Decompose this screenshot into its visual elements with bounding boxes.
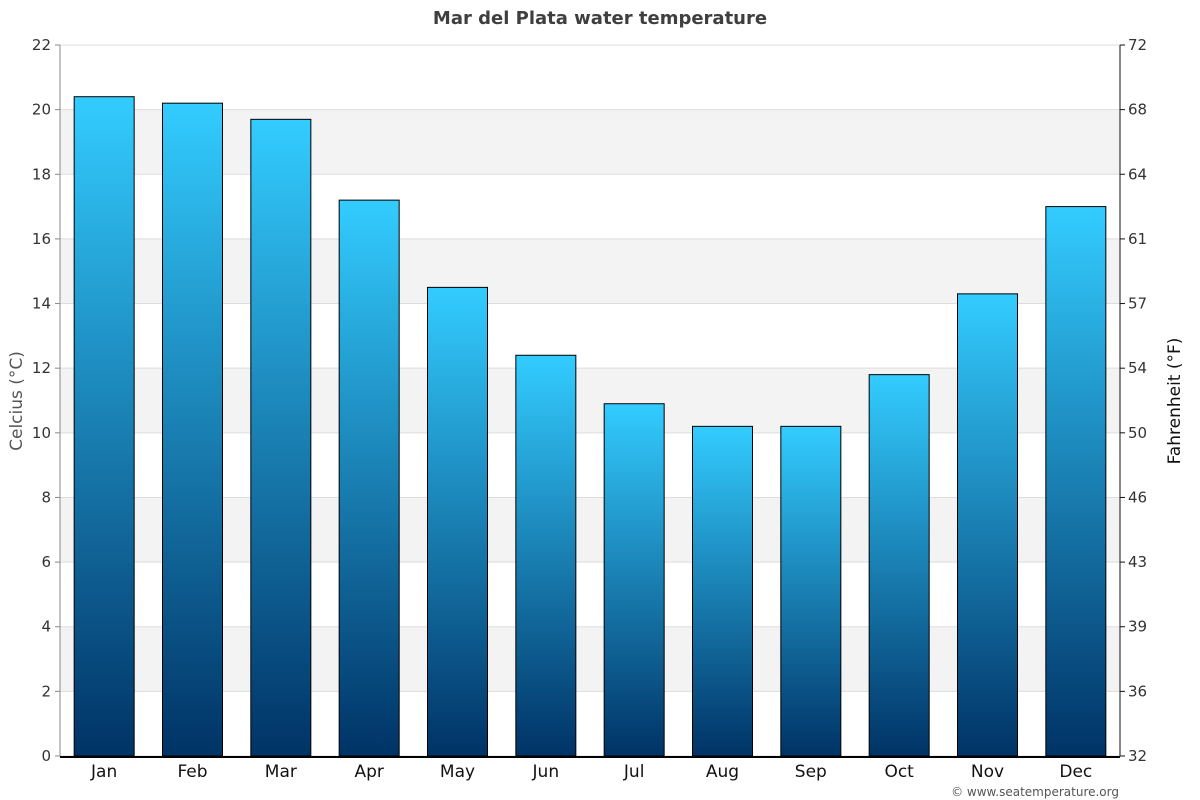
bar-feb: [162, 102, 223, 757]
grid-band: [60, 626, 1120, 692]
grid-band: [60, 109, 1120, 175]
grid-bands: [60, 109, 1120, 692]
bar-jul: [603, 403, 665, 757]
y-tick-label-left: 14: [32, 295, 51, 313]
x-tick-label: Apr: [354, 762, 383, 782]
axes: [59, 45, 1121, 758]
y-tick-label-right: 72: [1128, 36, 1147, 54]
x-ticks: Jan Feb Mar Apr May Jun Jul Aug Sep Oct Nov Dec: [90, 762, 1092, 782]
y-axis-label-left: Celcius (°C): [7, 351, 27, 451]
y-tick-label-left: 6: [41, 553, 51, 571]
y-tick-label-left: 20: [32, 101, 51, 119]
bars: [73, 96, 1107, 757]
bar-jan: [73, 96, 135, 757]
x-tick-label: Jul: [623, 762, 645, 782]
y-axis-label-right: Fahrenheit (°F): [1165, 338, 1185, 465]
bar-may: [427, 286, 488, 757]
grid-band: [60, 368, 1120, 433]
y-tick-label-left: 12: [32, 359, 51, 377]
x-tick-label: Jun: [532, 762, 560, 782]
x-tick-label: Nov: [971, 762, 1004, 782]
x-tick-label: Feb: [177, 762, 207, 782]
y-tick-label-right: 68: [1128, 101, 1147, 119]
bar-nov: [957, 293, 1018, 757]
y-tick-label-right: 43: [1128, 553, 1147, 571]
grid-band: [60, 497, 1120, 563]
y-tick-label-right: 57: [1128, 295, 1147, 313]
x-tick-label: Oct: [884, 762, 914, 782]
bar-apr: [338, 199, 400, 757]
bar-jun: [515, 354, 577, 757]
bar-dec: [1045, 206, 1107, 757]
gridlines: [60, 44, 1120, 757]
y-tick-label-left: 10: [32, 424, 51, 442]
y-tick-label-left: 22: [32, 36, 51, 54]
x-tick-label: Dec: [1059, 762, 1092, 782]
bar-aug: [692, 425, 753, 757]
credit-text: © www.seatemperature.org: [951, 785, 1119, 799]
x-tick-label: Mar: [265, 762, 297, 782]
bar-sep: [780, 425, 842, 757]
y-tick-label-right: 39: [1128, 618, 1147, 636]
y-tick-label-left: 2: [41, 682, 51, 700]
y-tick-label-right: 54: [1128, 359, 1147, 377]
bar-oct: [868, 374, 930, 757]
x-tick-label: Aug: [706, 762, 739, 782]
y-tick-label-left: 0: [41, 747, 51, 765]
grid-band: [60, 238, 1120, 304]
y-tick-label-right: 32: [1128, 747, 1147, 765]
y-tick-label-left: 18: [32, 165, 51, 183]
y-tick-label-right: 36: [1128, 682, 1147, 700]
x-tick-label: Jan: [90, 762, 117, 782]
bar-mar: [250, 118, 312, 757]
y-ticks-right: 32 36 39 43 46 50 54 57 61 64 68 72: [1120, 36, 1147, 765]
y-tick-label-right: 46: [1128, 488, 1147, 506]
y-ticks-left: 0 2 4 6 8 10 12 14 16 18 20 22: [32, 36, 60, 765]
y-tick-label-left: 4: [41, 618, 51, 636]
x-tick-label: Sep: [795, 762, 827, 782]
y-tick-label-right: 64: [1128, 165, 1147, 183]
y-tick-label-left: 16: [32, 230, 51, 248]
y-tick-label-left: 8: [41, 488, 51, 506]
x-tick-label: May: [440, 762, 475, 782]
y-tick-label-right: 61: [1128, 230, 1147, 248]
chart-title: Mar del Plata water temperature: [433, 8, 767, 29]
y-tick-label-right: 50: [1128, 424, 1147, 442]
